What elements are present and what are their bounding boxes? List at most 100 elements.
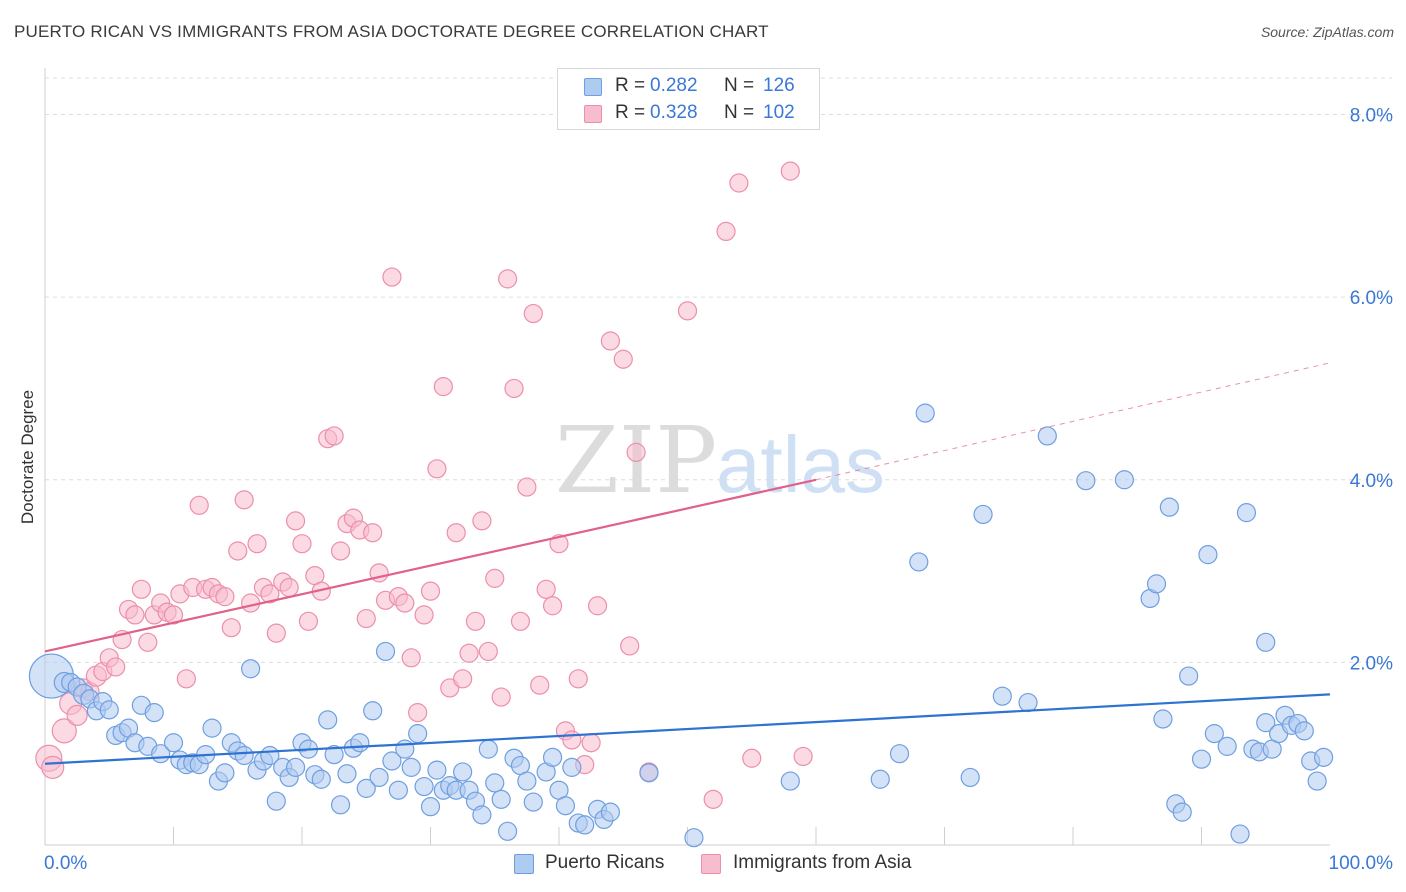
point-immigrants-from-asia	[620, 636, 640, 656]
point-immigrants-from-asia	[260, 584, 280, 604]
point-puerto-rican	[363, 701, 383, 721]
point-immigrants-from-asia	[66, 704, 88, 726]
point-immigrants-from-asia	[298, 611, 319, 631]
point-puerto-rican	[562, 757, 582, 777]
y-tick-label: 2.0%	[1350, 653, 1393, 674]
point-immigrants-from-asia	[324, 426, 344, 446]
point-immigrants-from-asia	[613, 349, 633, 369]
point-puerto-rican	[1230, 824, 1250, 844]
point-immigrants-from-asia	[677, 301, 698, 321]
point-immigrants-from-asia	[395, 593, 415, 613]
point-puerto-rican	[1217, 736, 1237, 756]
point-immigrants-from-asia	[453, 669, 473, 689]
series-puerto-ricans	[28, 403, 1334, 848]
point-puerto-rican	[889, 744, 910, 764]
point-puerto-rican	[485, 773, 505, 793]
point-puerto-rican	[375, 641, 396, 662]
point-puerto-rican	[1256, 713, 1276, 733]
point-puerto-rican	[382, 751, 402, 771]
point-puerto-rican	[491, 789, 511, 809]
point-puerto-rican	[1114, 470, 1135, 490]
point-immigrants-from-asia	[382, 267, 402, 287]
point-immigrants-from-asia	[530, 675, 550, 695]
legend-row-pink: R = 0.328 N = 102	[558, 101, 819, 127]
point-puerto-rican	[427, 760, 447, 780]
point-immigrants-from-asia	[292, 534, 312, 554]
point-immigrants-from-asia	[414, 605, 434, 625]
point-puerto-rican	[99, 700, 119, 720]
legend-swatch-puerto-ricans	[514, 854, 534, 874]
point-puerto-rican	[472, 805, 492, 825]
point-immigrants-from-asia	[716, 221, 736, 241]
point-immigrants-from-asia	[793, 746, 813, 767]
trend-lines	[44, 362, 1331, 765]
point-immigrants-from-asia	[562, 730, 582, 750]
point-immigrants-from-asia	[780, 161, 800, 181]
point-immigrants-from-asia	[600, 331, 621, 351]
legend-label-puerto-ricans: Puerto Ricans	[545, 852, 665, 873]
point-immigrants-from-asia	[228, 541, 248, 561]
point-puerto-rican	[408, 724, 428, 744]
correlation-legend: R = 0.282 N = 126 R = 0.328 N = 102	[557, 68, 820, 130]
point-immigrants-from-asia	[568, 669, 588, 689]
point-immigrants-from-asia	[510, 611, 531, 631]
point-immigrants-from-asia	[549, 534, 569, 554]
point-puerto-rican	[388, 780, 408, 800]
point-puerto-rican	[915, 403, 935, 423]
legend-swatch-immigrants-from-asia	[701, 854, 721, 874]
source-label: Source: ZipAtlas.com	[1260, 24, 1394, 40]
point-immigrants-from-asia	[626, 442, 646, 462]
tick-labels: 2.0% 4.0% 6.0% 8.0% 0.0% 100.0%	[44, 106, 1393, 874]
point-immigrants-from-asia	[285, 511, 306, 531]
point-immigrants-from-asia	[279, 577, 299, 598]
point-puerto-rican	[1313, 747, 1334, 767]
point-puerto-rican	[992, 686, 1012, 706]
point-puerto-rican	[202, 718, 222, 738]
point-puerto-rican	[1179, 666, 1199, 686]
legend-r-label: R =	[615, 102, 646, 123]
point-puerto-rican	[542, 747, 563, 767]
point-immigrants-from-asia	[581, 733, 601, 753]
y-tick-label: 6.0%	[1350, 288, 1393, 309]
point-puerto-rican	[285, 757, 306, 777]
watermark-atlas: atlas	[716, 420, 885, 509]
point-puerto-rican	[241, 659, 261, 679]
point-immigrants-from-asia	[742, 748, 762, 768]
point-puerto-rican	[478, 739, 498, 759]
point-immigrants-from-asia	[498, 269, 518, 289]
point-immigrants-from-asia	[131, 579, 151, 599]
point-puerto-rican	[639, 763, 659, 783]
point-puerto-rican	[1146, 574, 1167, 594]
point-puerto-rican	[1307, 771, 1327, 791]
point-immigrants-from-asia	[478, 641, 498, 662]
point-puerto-rican	[523, 792, 543, 812]
point-immigrants-from-asia	[234, 490, 254, 510]
point-puerto-rican	[517, 771, 537, 791]
point-puerto-rican	[420, 797, 441, 817]
point-puerto-rican	[453, 762, 473, 782]
point-puerto-rican	[1159, 497, 1179, 517]
point-puerto-rican	[266, 791, 286, 811]
legend-n-label: N =	[724, 75, 755, 96]
point-puerto-rican	[337, 764, 357, 784]
point-immigrants-from-asia	[189, 495, 209, 515]
point-puerto-rican	[973, 504, 993, 525]
point-immigrants-from-asia	[517, 477, 537, 497]
point-immigrants-from-asia	[215, 587, 235, 607]
legend-row-blue: R = 0.282 N = 126	[558, 74, 819, 100]
point-immigrants-from-asia	[420, 581, 441, 601]
x-tick-label-min: 0.0%	[44, 853, 87, 874]
point-puerto-rican	[1204, 724, 1224, 744]
point-puerto-rican	[1172, 802, 1192, 822]
point-puerto-rican	[163, 733, 184, 753]
point-puerto-rican	[1236, 503, 1257, 523]
point-puerto-rican	[555, 796, 576, 816]
point-immigrants-from-asia	[587, 596, 608, 616]
point-immigrants-from-asia	[51, 718, 77, 744]
trend-line-extension-immigrants-from-asia	[815, 362, 1331, 481]
point-puerto-rican	[1153, 709, 1173, 729]
point-immigrants-from-asia	[106, 657, 126, 677]
point-immigrants-from-asia	[221, 618, 241, 638]
point-puerto-rican	[960, 767, 980, 788]
point-immigrants-from-asia	[266, 623, 286, 643]
